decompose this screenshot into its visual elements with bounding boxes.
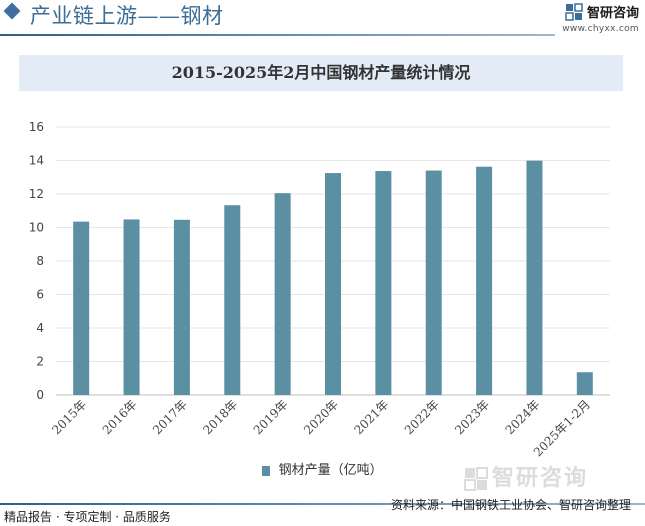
source-note: 资料来源：中国钢铁工业协会、智研咨询整理 [390, 498, 631, 512]
legend: 钢材产量（亿吨） [0, 459, 645, 478]
chart-title: 2015-2025年2月中国钢材产量统计情况 [171, 63, 471, 82]
x-tick-label: 2016年 [100, 397, 140, 437]
x-tick-label: 2022年 [402, 397, 442, 437]
y-tick-label: 8 [36, 254, 44, 268]
watermark-text: 智研咨询 [492, 466, 589, 491]
y-tick-label: 6 [36, 288, 44, 302]
brand: 智研咨询 www.chyxx.com [562, 2, 639, 34]
bar [325, 173, 341, 395]
footer-divider [0, 503, 645, 505]
bar [476, 166, 493, 395]
x-tick-label: 2019年 [251, 397, 291, 437]
brand-logo-icon [565, 2, 583, 21]
y-tick-label: 16 [29, 120, 44, 134]
chart-title-bar: 2015-2025年2月中国钢材产量统计情况 [19, 55, 623, 91]
y-tick-label: 0 [36, 388, 44, 402]
x-tick-label: 2017年 [150, 397, 190, 437]
brand-name: 智研咨询 [586, 6, 639, 21]
watermark: 智研咨询 [464, 460, 588, 492]
x-tick-label: 2024年 [503, 397, 543, 437]
footer-tagline: 精品报告 · 专项定制 · 品质服务 [4, 510, 171, 524]
x-tick-label: 2021年 [352, 397, 392, 437]
bar [173, 219, 190, 395]
bar [224, 205, 241, 395]
bar [123, 219, 140, 395]
bar [375, 171, 392, 395]
header: 产业链上游——钢材 智研咨询 www.chyxx.com [0, 0, 645, 40]
x-tick-label: 2015年 [49, 397, 89, 437]
y-tick-label: 10 [29, 221, 44, 235]
bar [425, 170, 442, 395]
brand-url: www.chyxx.com [562, 24, 639, 34]
legend-swatch [262, 465, 271, 476]
x-tick-label: 2023年 [452, 397, 492, 437]
header-divider [0, 34, 555, 36]
page-title: 产业链上游——钢材 [30, 4, 224, 28]
x-tick-label: 2020年 [301, 397, 341, 437]
y-tick-label: 12 [29, 187, 44, 201]
y-tick-label: 2 [36, 355, 44, 369]
legend-label: 钢材产量（亿吨） [278, 463, 383, 478]
y-tick-label: 4 [36, 321, 44, 335]
bar [526, 160, 543, 395]
watermark-logo-icon [464, 467, 488, 491]
x-tick-label: 2018年 [200, 397, 240, 437]
y-tick-label: 14 [29, 154, 44, 168]
bar [73, 221, 90, 395]
bar [274, 193, 291, 395]
bar [576, 372, 593, 395]
